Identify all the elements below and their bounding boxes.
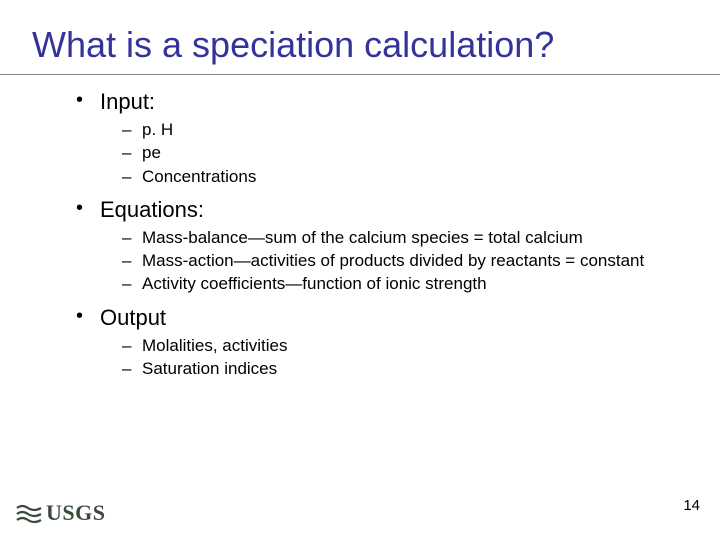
subitem: Mass-action—activities of products divid… bbox=[120, 250, 672, 271]
bullet-list: Input: p. H pe Concentrations Equations:… bbox=[72, 89, 672, 379]
bullet-equations-label: Equations: bbox=[100, 197, 204, 222]
slide: What is a speciation calculation? Input:… bbox=[0, 0, 720, 540]
bullet-equations: Equations: Mass-balance—sum of the calci… bbox=[72, 197, 672, 295]
subitem: pe bbox=[120, 142, 672, 163]
usgs-logo: USGS bbox=[16, 500, 105, 526]
slide-content: Input: p. H pe Concentrations Equations:… bbox=[0, 89, 720, 379]
subitem: p. H bbox=[120, 119, 672, 140]
bullet-output: Output Molalities, activities Saturation… bbox=[72, 305, 672, 380]
wave-icon bbox=[16, 501, 42, 525]
sublist-output: Molalities, activities Saturation indice… bbox=[100, 335, 672, 380]
subitem: Mass-balance—sum of the calcium species … bbox=[120, 227, 672, 248]
page-number: 14 bbox=[683, 497, 700, 514]
subitem: Activity coefficients—function of ionic … bbox=[120, 273, 672, 294]
footer: USGS 14 bbox=[16, 498, 700, 526]
sublist-equations: Mass-balance—sum of the calcium species … bbox=[100, 227, 672, 295]
logo-text: USGS bbox=[46, 500, 105, 526]
subitem: Molalities, activities bbox=[120, 335, 672, 356]
bullet-output-label: Output bbox=[100, 305, 166, 330]
slide-title: What is a speciation calculation? bbox=[0, 0, 720, 75]
bullet-input: Input: p. H pe Concentrations bbox=[72, 89, 672, 187]
bullet-input-label: Input: bbox=[100, 89, 155, 114]
subitem: Saturation indices bbox=[120, 358, 672, 379]
subitem: Concentrations bbox=[120, 166, 672, 187]
sublist-input: p. H pe Concentrations bbox=[100, 119, 672, 187]
